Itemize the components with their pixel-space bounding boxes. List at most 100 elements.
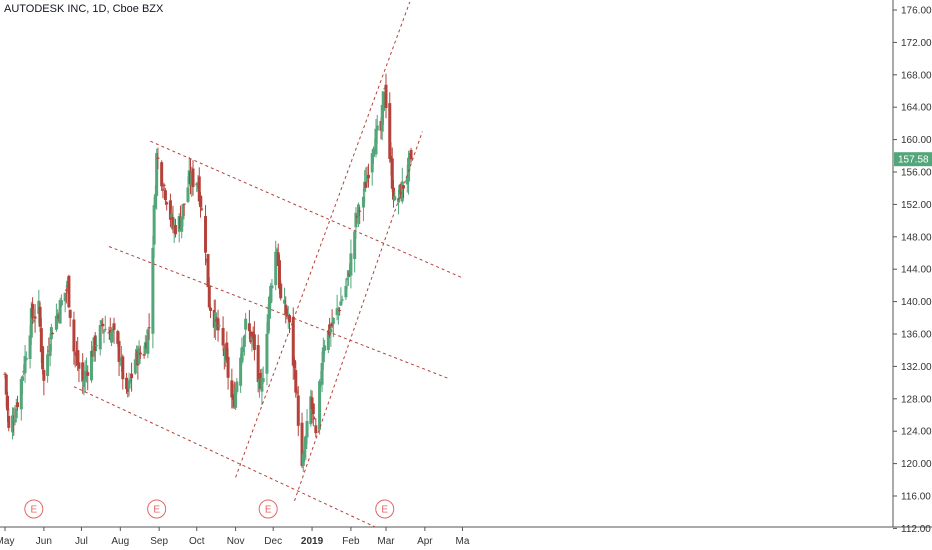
candle-body — [111, 329, 115, 333]
x-tick-label: Jul — [75, 536, 88, 547]
candle-body — [230, 380, 234, 398]
candle-body — [371, 148, 375, 157]
candle-body — [76, 349, 80, 365]
candle-body — [72, 319, 76, 352]
candle-body — [29, 308, 33, 338]
last-price-label: 157.58 — [898, 155, 929, 166]
candle-body — [51, 333, 55, 335]
candle-body — [285, 308, 289, 317]
candle-body — [301, 453, 305, 466]
candle-body — [225, 342, 229, 360]
candle-body — [147, 327, 151, 329]
candle-body — [381, 91, 385, 112]
candle-body — [32, 320, 36, 322]
y-tick-label: 176.00 — [901, 6, 932, 17]
candle-body — [121, 356, 125, 380]
candle-body — [353, 231, 357, 260]
candle-body — [250, 336, 254, 341]
candle-body — [181, 204, 185, 220]
candle-body — [217, 325, 221, 327]
candle-body — [336, 308, 340, 312]
candle-body — [103, 328, 107, 330]
candle-body — [311, 403, 315, 415]
earnings-marker — [24, 499, 44, 519]
candle-body — [407, 157, 411, 182]
chart-title: AUTODESK INC, 1D, Cboe BZX — [4, 3, 164, 15]
earnings-marker-label: E — [30, 505, 37, 516]
candle-body — [200, 208, 204, 210]
trend-line — [108, 246, 449, 380]
candle-body — [93, 335, 97, 351]
y-tick-label: 160.00 — [901, 135, 932, 146]
y-tick-label: 164.00 — [901, 103, 932, 114]
candle-body — [11, 415, 15, 433]
candle-body — [170, 213, 174, 218]
x-tick-label: Sep — [150, 536, 168, 547]
x-tick-label: Aug — [111, 536, 129, 547]
candle-body — [146, 329, 150, 354]
candle-body — [241, 347, 245, 352]
y-tick-label: 156.00 — [901, 168, 932, 179]
candle-body — [142, 354, 146, 356]
candle-body — [270, 285, 274, 289]
y-tick-label: 168.00 — [901, 70, 932, 81]
candle-body — [153, 194, 157, 208]
candle-body — [380, 104, 384, 132]
x-tick-label: Nov — [227, 536, 245, 547]
candle-body — [265, 333, 269, 374]
x-tick-label: Feb — [342, 536, 360, 547]
candle-body — [393, 196, 397, 201]
candle-body — [63, 292, 67, 302]
candle-body — [59, 300, 63, 306]
candle-body — [33, 316, 37, 319]
candle-body — [252, 334, 256, 350]
candle-body — [291, 316, 295, 366]
earnings-marker — [375, 499, 395, 519]
candle-body — [112, 323, 116, 330]
y-tick-label: 116.00 — [901, 492, 931, 503]
trend-line — [150, 140, 462, 278]
candle-body — [73, 352, 77, 355]
candle-body — [180, 216, 184, 232]
trend-line — [73, 386, 375, 528]
earnings-marker-label: E — [381, 505, 388, 516]
candle-body — [279, 283, 283, 299]
candle-body — [260, 378, 264, 392]
candle-body — [276, 252, 280, 266]
y-tick-label: 136.00 — [901, 330, 932, 341]
candle-body — [221, 327, 225, 346]
candle-body — [400, 181, 404, 202]
earnings-marker — [147, 499, 167, 519]
candle-body — [168, 200, 172, 220]
candle-body — [151, 247, 155, 334]
x-tick-label: Dec — [264, 536, 282, 547]
candle-body — [303, 449, 307, 458]
candle-body — [344, 285, 348, 298]
candle-body — [282, 299, 286, 304]
candle-body — [310, 397, 314, 410]
candle-body — [207, 286, 211, 308]
candle-body — [171, 217, 175, 230]
candle-body — [117, 340, 121, 362]
candle-body — [173, 224, 177, 235]
candle-body — [339, 301, 343, 306]
candle-body — [125, 377, 129, 390]
y-tick-label: 148.00 — [901, 232, 932, 243]
candle-body — [338, 310, 342, 312]
candle-body — [19, 378, 23, 410]
candle-body — [116, 331, 120, 344]
candle-body — [68, 309, 72, 318]
candle-body — [240, 347, 244, 363]
candle-body — [186, 187, 190, 202]
candle-body — [138, 352, 142, 355]
candle-body — [242, 335, 246, 347]
candle-body — [239, 357, 243, 386]
candle-body — [206, 254, 210, 288]
candle-body — [256, 345, 260, 383]
candle-body — [331, 317, 335, 325]
candle-body — [6, 395, 10, 411]
candle-body — [160, 162, 164, 187]
candle-body — [41, 346, 45, 370]
candle-body — [321, 347, 325, 363]
